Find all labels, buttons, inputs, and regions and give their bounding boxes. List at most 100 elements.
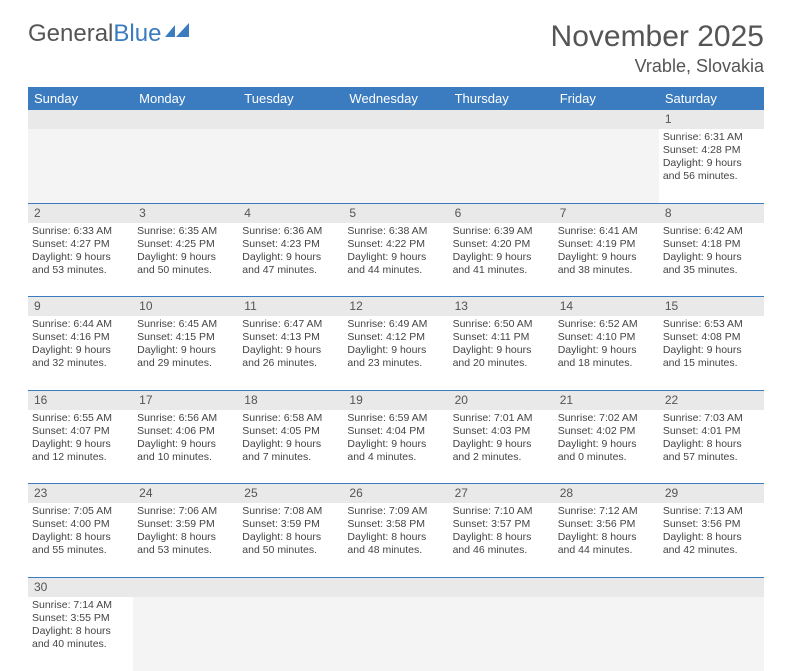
sunrise-text: Sunrise: 6:49 AM [347, 318, 444, 331]
day-number [133, 110, 238, 129]
daylight-text: Daylight: 8 hours [663, 438, 760, 451]
sunrise-text: Sunrise: 7:03 AM [663, 412, 760, 425]
daylight-text: and 48 minutes. [347, 544, 444, 557]
day-cell: Sunrise: 7:06 AMSunset: 3:59 PMDaylight:… [133, 503, 238, 577]
daylight-text: Daylight: 9 hours [32, 251, 129, 264]
sunset-text: Sunset: 4:27 PM [32, 238, 129, 251]
daylight-text: and 26 minutes. [242, 357, 339, 370]
logo: GeneralBlue [28, 20, 193, 48]
sunrise-text: Sunrise: 6:33 AM [32, 225, 129, 238]
day-number [554, 110, 659, 129]
day-number: 16 [28, 390, 133, 410]
daylight-text: and 15 minutes. [663, 357, 760, 370]
daylight-text: Daylight: 8 hours [453, 531, 550, 544]
day-cell: Sunrise: 6:39 AMSunset: 4:20 PMDaylight:… [449, 223, 554, 297]
daylight-text: Daylight: 9 hours [242, 251, 339, 264]
sunset-text: Sunset: 4:08 PM [663, 331, 760, 344]
daylight-text: Daylight: 9 hours [137, 344, 234, 357]
daylight-text: and 47 minutes. [242, 264, 339, 277]
day-number: 13 [449, 297, 554, 317]
day-cell [133, 129, 238, 203]
day-number [28, 110, 133, 129]
daylight-text: and 50 minutes. [137, 264, 234, 277]
day-number: 30 [28, 577, 133, 597]
week-row: Sunrise: 6:44 AMSunset: 4:16 PMDaylight:… [28, 316, 764, 390]
sunrise-text: Sunrise: 7:02 AM [558, 412, 655, 425]
sunset-text: Sunset: 4:18 PM [663, 238, 760, 251]
daylight-text: Daylight: 9 hours [453, 344, 550, 357]
sunrise-text: Sunrise: 7:14 AM [32, 599, 129, 612]
day-number: 10 [133, 297, 238, 317]
day-cell [659, 597, 764, 671]
sunset-text: Sunset: 4:12 PM [347, 331, 444, 344]
day-cell: Sunrise: 6:56 AMSunset: 4:06 PMDaylight:… [133, 410, 238, 484]
daylight-text: Daylight: 9 hours [453, 438, 550, 451]
sunset-text: Sunset: 4:02 PM [558, 425, 655, 438]
week-row: Sunrise: 7:05 AMSunset: 4:00 PMDaylight:… [28, 503, 764, 577]
daylight-text: and 7 minutes. [242, 451, 339, 464]
sunrise-text: Sunrise: 6:42 AM [663, 225, 760, 238]
day-cell: Sunrise: 6:59 AMSunset: 4:04 PMDaylight:… [343, 410, 448, 484]
day-cell: Sunrise: 6:47 AMSunset: 4:13 PMDaylight:… [238, 316, 343, 390]
day-cell: Sunrise: 7:10 AMSunset: 3:57 PMDaylight:… [449, 503, 554, 577]
sunset-text: Sunset: 4:11 PM [453, 331, 550, 344]
day-cell: Sunrise: 6:35 AMSunset: 4:25 PMDaylight:… [133, 223, 238, 297]
daylight-text: and 57 minutes. [663, 451, 760, 464]
day-number [659, 577, 764, 597]
daylight-text: and 50 minutes. [242, 544, 339, 557]
daylight-text: Daylight: 9 hours [558, 438, 655, 451]
daylight-text: Daylight: 9 hours [558, 344, 655, 357]
sunrise-text: Sunrise: 6:38 AM [347, 225, 444, 238]
sunrise-text: Sunrise: 6:47 AM [242, 318, 339, 331]
daylight-text: and 44 minutes. [347, 264, 444, 277]
sunrise-text: Sunrise: 6:44 AM [32, 318, 129, 331]
day-number [343, 577, 448, 597]
day-cell: Sunrise: 6:42 AMSunset: 4:18 PMDaylight:… [659, 223, 764, 297]
sunrise-text: Sunrise: 7:13 AM [663, 505, 760, 518]
sunrise-text: Sunrise: 6:35 AM [137, 225, 234, 238]
daylight-text: Daylight: 8 hours [32, 625, 129, 638]
weekday-header: Tuesday [238, 87, 343, 110]
day-cell: Sunrise: 7:05 AMSunset: 4:00 PMDaylight:… [28, 503, 133, 577]
sunrise-text: Sunrise: 6:50 AM [453, 318, 550, 331]
day-cell: Sunrise: 7:14 AMSunset: 3:55 PMDaylight:… [28, 597, 133, 671]
sunset-text: Sunset: 3:57 PM [453, 518, 550, 531]
day-cell [28, 129, 133, 203]
weekday-header: Sunday [28, 87, 133, 110]
daynum-row: 9101112131415 [28, 297, 764, 317]
daylight-text: and 44 minutes. [558, 544, 655, 557]
daylight-text: and 53 minutes. [137, 544, 234, 557]
weekday-header-row: Sunday Monday Tuesday Wednesday Thursday… [28, 87, 764, 110]
day-cell [554, 129, 659, 203]
daylight-text: and 46 minutes. [453, 544, 550, 557]
day-number [238, 577, 343, 597]
sunset-text: Sunset: 3:58 PM [347, 518, 444, 531]
sunset-text: Sunset: 4:19 PM [558, 238, 655, 251]
daylight-text: Daylight: 8 hours [663, 531, 760, 544]
day-cell: Sunrise: 6:41 AMSunset: 4:19 PMDaylight:… [554, 223, 659, 297]
day-number [449, 577, 554, 597]
daylight-text: Daylight: 8 hours [32, 531, 129, 544]
daylight-text: Daylight: 9 hours [663, 344, 760, 357]
day-cell: Sunrise: 7:03 AMSunset: 4:01 PMDaylight:… [659, 410, 764, 484]
day-number: 4 [238, 203, 343, 223]
day-cell: Sunrise: 6:52 AMSunset: 4:10 PMDaylight:… [554, 316, 659, 390]
sunset-text: Sunset: 3:56 PM [558, 518, 655, 531]
day-number: 21 [554, 390, 659, 410]
sunrise-text: Sunrise: 6:56 AM [137, 412, 234, 425]
day-number: 24 [133, 484, 238, 504]
sunrise-text: Sunrise: 7:05 AM [32, 505, 129, 518]
daylight-text: Daylight: 9 hours [558, 251, 655, 264]
day-number: 27 [449, 484, 554, 504]
sunset-text: Sunset: 3:59 PM [137, 518, 234, 531]
day-number: 5 [343, 203, 448, 223]
day-cell [449, 129, 554, 203]
day-cell: Sunrise: 7:09 AMSunset: 3:58 PMDaylight:… [343, 503, 448, 577]
daylight-text: and 18 minutes. [558, 357, 655, 370]
sunset-text: Sunset: 4:01 PM [663, 425, 760, 438]
sunset-text: Sunset: 4:13 PM [242, 331, 339, 344]
sunset-text: Sunset: 4:10 PM [558, 331, 655, 344]
weekday-header: Wednesday [343, 87, 448, 110]
day-cell: Sunrise: 7:02 AMSunset: 4:02 PMDaylight:… [554, 410, 659, 484]
day-cell [343, 129, 448, 203]
